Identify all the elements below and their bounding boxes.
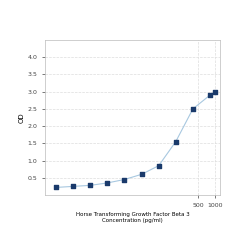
Point [105,181,109,185]
X-axis label: Horse Transforming Growth Factor Beta 3
Concentration (pg/ml): Horse Transforming Growth Factor Beta 3 … [76,212,190,222]
Point [214,90,218,94]
Y-axis label: OD: OD [19,112,25,123]
Point [54,186,58,190]
Point [208,93,212,97]
Point [174,140,178,143]
Point [191,107,195,111]
Point [140,172,143,176]
Point [71,184,75,188]
Point [122,178,126,182]
Point [157,164,161,168]
Point [88,183,92,187]
